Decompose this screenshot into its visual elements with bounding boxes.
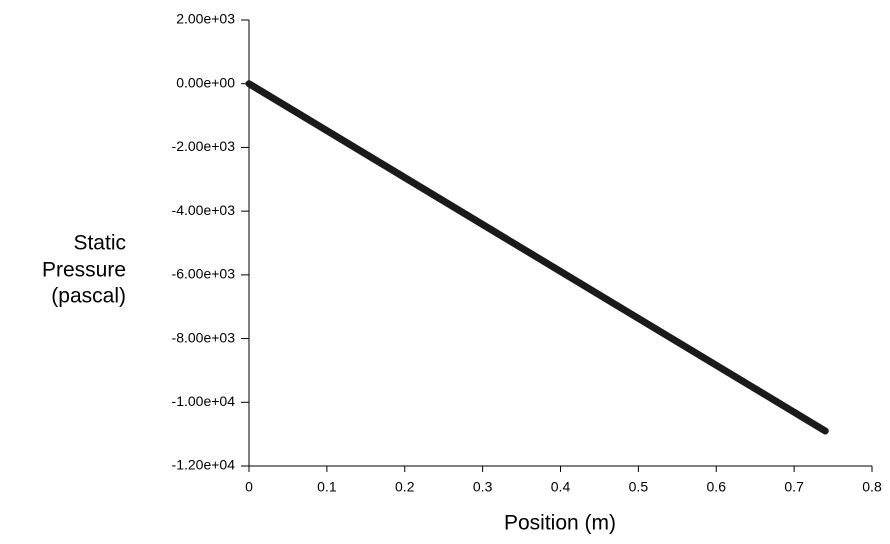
x-tick-label: 0.2 xyxy=(395,479,415,495)
y-tick-label: -6.00e+03 xyxy=(172,266,236,282)
x-tick-label: 0.4 xyxy=(551,479,571,495)
x-tick-label: 0.7 xyxy=(784,479,804,495)
y-tick-label: 2.00e+03 xyxy=(176,11,235,27)
y-tick-label: -8.00e+03 xyxy=(172,329,236,345)
data-line xyxy=(245,80,829,435)
y-tick-label: -1.00e+04 xyxy=(172,393,236,409)
y-axis-title: Static xyxy=(73,232,126,255)
x-tick-label: 0.8 xyxy=(862,479,882,495)
x-tick-label: 0 xyxy=(245,479,253,495)
y-tick-label: 0.00e+00 xyxy=(176,74,235,90)
x-tick-label: 0.6 xyxy=(707,479,727,495)
x-tick-label: 0.3 xyxy=(473,479,493,495)
x-tick-label: 0.1 xyxy=(317,479,337,495)
x-axis-title: Position (m) xyxy=(504,512,616,535)
y-axis-title: (pascal) xyxy=(51,285,126,308)
y-axis-title: Pressure xyxy=(42,259,126,282)
y-tick-label: -4.00e+03 xyxy=(172,202,236,218)
y-tick-label: -2.00e+03 xyxy=(172,138,236,154)
y-tick-label: -1.20e+04 xyxy=(172,457,236,473)
x-tick-label: 0.5 xyxy=(629,479,649,495)
